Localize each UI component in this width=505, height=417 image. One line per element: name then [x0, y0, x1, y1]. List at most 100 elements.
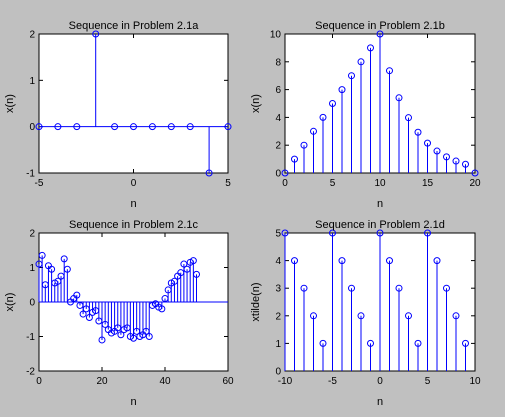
y-axis-label: x(n): [4, 94, 16, 113]
x-tick-label: 60: [222, 376, 234, 387]
subplot-1: -5 0 5 -1 0 1 2 Sequence in Problem 2.1a n x(n): [4, 20, 232, 210]
stem-marker: [224, 123, 232, 131]
stem-marker: [338, 257, 346, 265]
stem-marker: [414, 339, 422, 347]
x-tick-label: 0: [131, 178, 137, 189]
stem-marker: [35, 123, 43, 131]
stem-marker: [462, 160, 469, 168]
stem-marker: [405, 114, 412, 122]
y-tick-label: 0: [29, 298, 35, 309]
y-tick-label: 4: [275, 113, 281, 124]
subplot-3: 0 20 40 60 -2 -1 0 1 2 Sequence in Problem 2.1c n x…: [4, 219, 234, 408]
stem-marker: [189, 257, 197, 265]
stem-marker: [130, 123, 137, 131]
stem-marker: [111, 123, 119, 131]
y-tick-label: 0: [275, 367, 281, 378]
stem-marker: [281, 169, 289, 177]
x-tick-label: 0: [377, 376, 383, 387]
y-tick-label: 2: [275, 311, 281, 322]
stem-marker: [92, 30, 100, 38]
y-tick-label: -1: [26, 169, 35, 180]
stem-marker: [433, 257, 441, 265]
y-tick-label: 4: [275, 256, 281, 267]
stem-marker: [424, 229, 431, 237]
chart-title: Sequence in Problem 2.1c: [69, 219, 199, 231]
y-tick-label: 0: [275, 169, 281, 180]
stem-marker: [462, 339, 469, 347]
stem-marker: [158, 305, 166, 313]
stem-marker: [54, 123, 62, 131]
y-tick-label: 1: [275, 339, 281, 350]
stem-marker: [329, 229, 336, 237]
stem-marker: [300, 284, 308, 292]
y-axis-label: x(n): [4, 293, 16, 312]
stem-marker: [60, 255, 68, 263]
y-tick-label: 8: [275, 57, 281, 68]
stem-marker: [386, 67, 393, 75]
stem-marker: [79, 310, 87, 318]
stem-marker: [424, 139, 431, 147]
x-tick-label: 0: [282, 178, 288, 189]
stem-marker: [348, 72, 355, 80]
stem-marker: [443, 284, 450, 292]
stem-marker: [281, 229, 289, 237]
x-tick-label: 5: [225, 178, 231, 189]
x-tick-label: 20: [96, 376, 108, 387]
stem-marker: [405, 312, 412, 320]
stem-marker: [452, 157, 460, 165]
x-tick-label: 10: [374, 178, 386, 189]
stem-marker: [414, 128, 422, 136]
stem-marker: [205, 169, 213, 177]
x-tick-label: -5: [328, 376, 337, 387]
x-tick-label: 40: [159, 376, 171, 387]
y-tick-label: 1: [29, 263, 35, 274]
stem-marker: [357, 312, 365, 320]
stem-marker: [376, 30, 384, 38]
stem-marker: [395, 284, 403, 292]
y-tick-label: 2: [275, 141, 281, 152]
x-tick-label: 5: [425, 376, 431, 387]
y-tick-label: 2: [29, 30, 35, 41]
stem-marker: [310, 127, 317, 135]
stem-marker: [300, 141, 308, 149]
stem-marker: [291, 155, 298, 163]
x-tick-label: -5: [35, 178, 44, 189]
stem-marker: [130, 334, 137, 342]
stem-marker: [73, 291, 81, 299]
x-axis-label: n: [130, 198, 136, 210]
stem-marker: [376, 229, 384, 237]
stem-marker: [471, 169, 479, 177]
stem-marker: [367, 44, 374, 52]
stem-marker: [186, 123, 194, 131]
x-tick-label: 0: [36, 376, 42, 387]
x-axis-label: n: [130, 396, 136, 408]
stem-marker: [167, 123, 175, 131]
y-tick-label: 0: [29, 122, 35, 133]
stem-marker: [85, 314, 93, 322]
x-tick-label: 20: [469, 178, 481, 189]
stem-marker: [148, 123, 156, 131]
stem-marker: [180, 260, 188, 268]
y-tick-label: 2: [29, 229, 35, 240]
y-tick-label: -1: [26, 332, 35, 343]
stem-marker: [319, 339, 327, 347]
x-tick-label: 15: [422, 178, 434, 189]
stem-marker: [117, 331, 125, 339]
subplot-4: -10 -5 0 5 10 0 1 2 3 4 5 Sequence in Problem 2.1d n…: [250, 219, 481, 408]
stem-marker: [98, 336, 106, 344]
chart-title: Sequence in Problem 2.1d: [315, 219, 445, 231]
stem-marker: [291, 257, 298, 265]
subplot-2: 0 5 10 15 20 0 2 4 6 8 10 Sequence in Problem 2.1b n…: [250, 20, 481, 210]
y-tick-label: 3: [275, 284, 281, 295]
stem-marker: [367, 339, 374, 347]
y-tick-label: 1: [29, 76, 35, 87]
stem-marker: [319, 113, 327, 121]
y-tick-label: 5: [275, 229, 281, 240]
stem-marker: [338, 86, 346, 94]
stem-marker: [63, 265, 71, 273]
stem-marker: [348, 284, 355, 292]
stem-marker: [433, 147, 441, 155]
x-axis-label: n: [377, 198, 383, 210]
stem-marker: [48, 265, 56, 273]
stem-marker: [193, 270, 200, 278]
